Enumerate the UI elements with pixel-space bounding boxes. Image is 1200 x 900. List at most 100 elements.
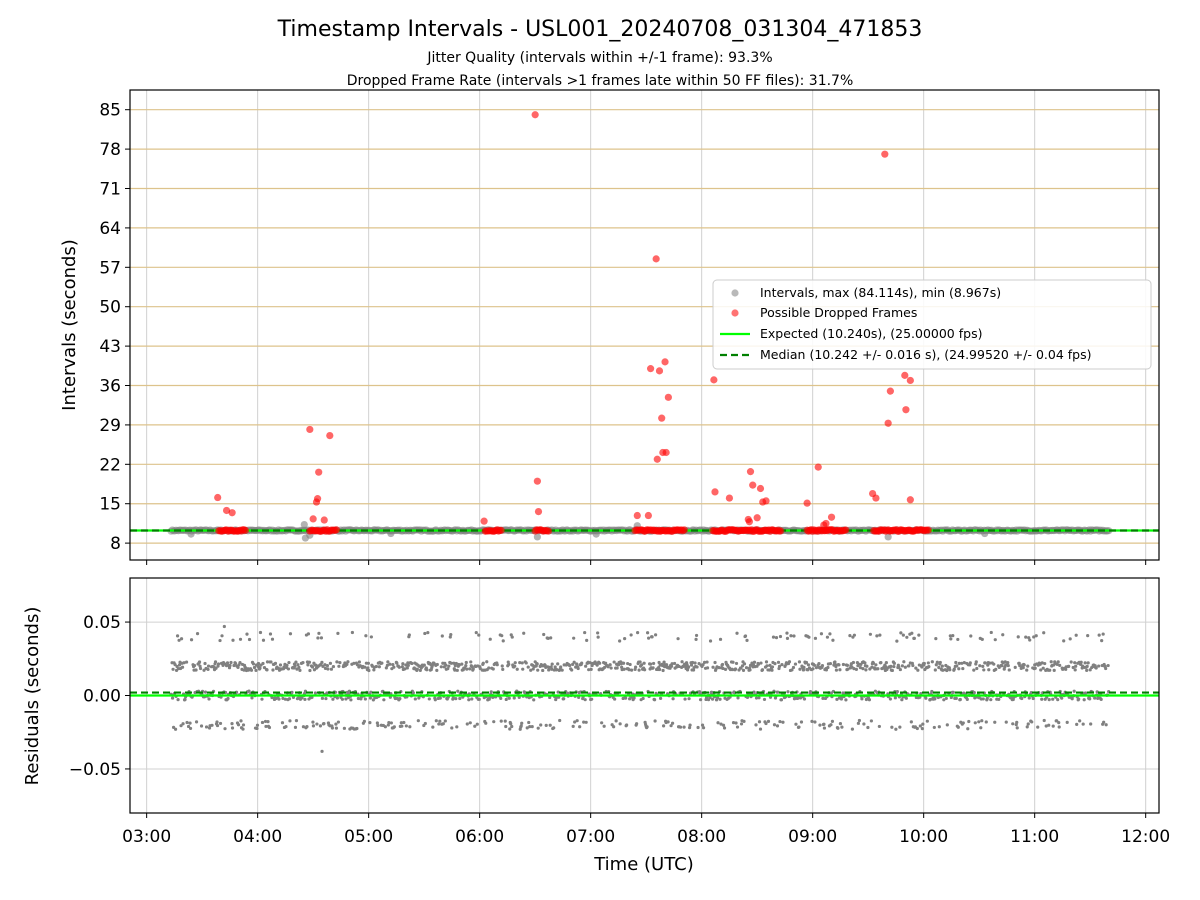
residual-point (464, 663, 468, 668)
residual-point (765, 664, 769, 668)
residual-point (261, 638, 266, 642)
residual-point (877, 724, 881, 729)
residual-point (987, 668, 991, 672)
residual-point (388, 662, 392, 666)
residual-point (247, 637, 252, 642)
residual-point (290, 690, 294, 694)
residual-point (973, 696, 977, 700)
dropped-frame-point (647, 365, 655, 373)
residuals-panel: −0.050.000.05 03:00 04:00 05:00 06:00 07:00 0… (22, 577, 1170, 875)
residual-point (954, 696, 958, 700)
residual-point (527, 720, 531, 725)
residual-point (1041, 666, 1045, 670)
residual-point (423, 721, 427, 726)
residual-point (653, 719, 657, 723)
residual-point (1071, 665, 1075, 670)
residual-point (464, 660, 468, 665)
residual-point (320, 749, 324, 753)
residual-point (446, 667, 450, 671)
residual-point (1020, 696, 1024, 701)
residual-point (799, 720, 804, 724)
residual-point (1006, 663, 1010, 668)
residual-point (588, 661, 592, 665)
residual-point (521, 667, 525, 671)
residual-point (439, 665, 443, 669)
residual-point (874, 663, 878, 667)
residual-point (504, 724, 508, 729)
residual-point (609, 666, 613, 670)
residual-point (802, 665, 806, 669)
residual-point (238, 637, 243, 641)
residual-point (757, 720, 762, 724)
residual-point (171, 725, 176, 729)
dropped-frame-point (315, 468, 323, 476)
residual-point (550, 667, 554, 671)
residual-point (819, 632, 824, 636)
residual-point (916, 668, 920, 672)
residual-point (721, 723, 726, 727)
residual-point (349, 698, 353, 702)
residual-point (270, 637, 275, 641)
dropped-frame-point (749, 481, 757, 489)
residual-point (1077, 697, 1081, 701)
residual-point (1055, 719, 1059, 723)
residual-point (255, 723, 260, 727)
residual-point (977, 720, 981, 724)
residual-point (941, 668, 945, 672)
dropped-frame-point (480, 517, 488, 525)
residual-point (207, 697, 211, 701)
dropped-frame-point (901, 371, 909, 379)
residual-point (839, 697, 844, 701)
residual-point (363, 665, 367, 669)
residual-point (739, 666, 743, 670)
residual-point (180, 665, 185, 669)
residual-point (389, 721, 393, 725)
interval-point (884, 533, 892, 541)
residual-point (700, 723, 705, 727)
residual-point (368, 696, 372, 700)
residual-point (969, 634, 973, 638)
residual-point (618, 639, 622, 643)
residual-point (307, 660, 312, 664)
residual-point (657, 660, 661, 665)
residual-point (924, 696, 928, 700)
residual-point (778, 719, 782, 724)
residual-point (203, 690, 208, 694)
residual-point (548, 723, 552, 727)
residual-point (928, 697, 932, 702)
residual-point (720, 662, 725, 667)
residual-point (225, 661, 230, 665)
residual-point (198, 666, 203, 671)
residual-point (988, 661, 992, 665)
residual-point (507, 662, 511, 666)
residual-point (495, 663, 499, 667)
residual-point (797, 725, 801, 729)
residual-point (427, 697, 431, 701)
intervals-y-tick-label: 8 (110, 534, 121, 554)
residual-point (223, 727, 227, 731)
residual-point (694, 637, 698, 641)
residual-point (573, 720, 577, 724)
residual-point (589, 667, 593, 671)
residual-point (1058, 663, 1062, 668)
residual-point (535, 662, 539, 666)
dropped-frame-point (924, 526, 932, 534)
residual-point (866, 725, 870, 730)
residual-point (713, 660, 717, 665)
residual-point (787, 660, 792, 664)
residual-point (801, 668, 806, 672)
residual-point (701, 726, 706, 730)
residual-point (1082, 698, 1086, 702)
residual-point (330, 726, 335, 730)
residual-point (978, 664, 982, 668)
residual-point (475, 722, 479, 726)
residual-point (920, 727, 924, 731)
residual-point (1073, 661, 1077, 665)
residual-point (902, 660, 906, 664)
interval-point (387, 529, 395, 538)
residual-point (925, 719, 929, 723)
residual-point (213, 660, 218, 664)
residual-point (948, 634, 952, 638)
residual-point (1081, 722, 1085, 726)
residual-point (1013, 665, 1017, 669)
